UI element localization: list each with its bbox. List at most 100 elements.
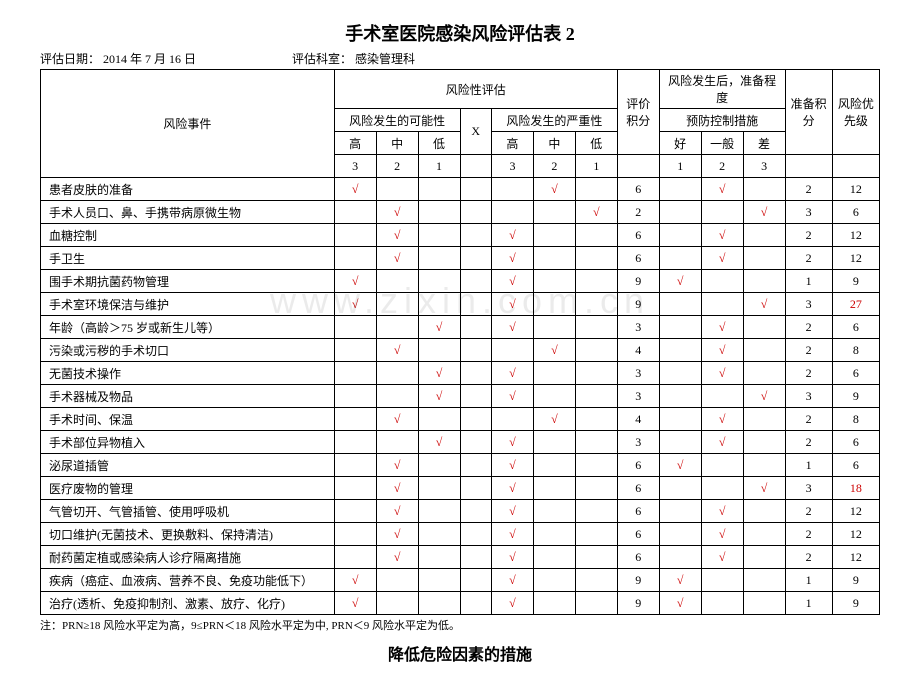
- cell-event: 手卫生: [41, 247, 335, 270]
- cell-s: [533, 385, 575, 408]
- hdr-p-high: 高: [334, 132, 376, 155]
- cell-es: 9: [617, 592, 659, 615]
- cell-p: [376, 569, 418, 592]
- cell-c: √: [743, 385, 785, 408]
- table-row: 围手术期抗菌药物管理√√9√19: [41, 270, 880, 293]
- cell-c: [659, 293, 701, 316]
- cell-c: [743, 454, 785, 477]
- cell-c: [743, 592, 785, 615]
- cell-x: [460, 178, 491, 201]
- cell-event: 耐药菌定植或感染病人诊疗隔离措施: [41, 546, 335, 569]
- cell-c: [743, 408, 785, 431]
- hdr-s-low: 低: [575, 132, 617, 155]
- cell-x: [460, 408, 491, 431]
- cell-x: [460, 592, 491, 615]
- cell-event: 污染或污秽的手术切口: [41, 339, 335, 362]
- cell-c: [743, 339, 785, 362]
- cell-c: [743, 500, 785, 523]
- cell-p: [334, 316, 376, 339]
- cell-c: [659, 523, 701, 546]
- hdr-p2: 2: [376, 155, 418, 178]
- cell-s: √: [491, 477, 533, 500]
- cell-s: [575, 431, 617, 454]
- cell-c: √: [701, 362, 743, 385]
- cell-s: [575, 178, 617, 201]
- cell-c: √: [701, 224, 743, 247]
- hdr-prep-score: 准备积分: [785, 70, 832, 155]
- hdr-blank-x: [460, 155, 491, 178]
- cell-ps: 3: [785, 385, 832, 408]
- hdr-s-mid: 中: [533, 132, 575, 155]
- cell-pri: 27: [832, 293, 879, 316]
- cell-x: [460, 500, 491, 523]
- cell-p: [376, 385, 418, 408]
- cell-p: √: [334, 569, 376, 592]
- cell-x: [460, 270, 491, 293]
- cell-ps: 1: [785, 270, 832, 293]
- cell-p: [334, 500, 376, 523]
- cell-p: [334, 477, 376, 500]
- table-row: 手术人员口、鼻、手携带病原微生物√√2√36: [41, 201, 880, 224]
- cell-s: [575, 477, 617, 500]
- cell-c: [743, 316, 785, 339]
- cell-s: [533, 523, 575, 546]
- hdr-s2: 2: [533, 155, 575, 178]
- cell-p: [334, 201, 376, 224]
- hdr-eval-score: 评价积分: [617, 70, 659, 155]
- cell-s: [575, 569, 617, 592]
- cell-event: 无菌技术操作: [41, 362, 335, 385]
- cell-p: [334, 247, 376, 270]
- cell-p: √: [376, 500, 418, 523]
- cell-p: [334, 385, 376, 408]
- cell-p: [418, 569, 460, 592]
- cell-event: 年龄（高龄＞75 岁或新生儿等）: [41, 316, 335, 339]
- cell-c: √: [701, 500, 743, 523]
- cell-x: [460, 454, 491, 477]
- cell-c: [743, 362, 785, 385]
- cell-c: √: [701, 178, 743, 201]
- cell-s: √: [575, 201, 617, 224]
- cell-x: [460, 316, 491, 339]
- cell-c: [743, 224, 785, 247]
- cell-s: √: [491, 546, 533, 569]
- cell-p: [334, 362, 376, 385]
- table-row: 切口维护(无菌技术、更换敷料、保持清洁)√√6√212: [41, 523, 880, 546]
- cell-p: [418, 454, 460, 477]
- hdr-s3: 3: [491, 155, 533, 178]
- cell-es: 6: [617, 178, 659, 201]
- meta-row: 评估日期： 2014 年 7 月 16 日 评估科室： 感染管理科: [40, 50, 880, 67]
- table-row: 耐药菌定植或感染病人诊疗隔离措施√√6√212: [41, 546, 880, 569]
- hdr-c1: 1: [659, 155, 701, 178]
- hdr-priority: 风险优先级: [832, 70, 879, 155]
- cell-s: [575, 592, 617, 615]
- cell-x: [460, 339, 491, 362]
- cell-ps: 1: [785, 569, 832, 592]
- cell-ps: 2: [785, 500, 832, 523]
- cell-s: [575, 500, 617, 523]
- cell-x: [460, 385, 491, 408]
- cell-c: √: [659, 569, 701, 592]
- hdr-c-normal: 一般: [701, 132, 743, 155]
- cell-event: 治疗(透析、免疫抑制剂、激素、放疗、化疗): [41, 592, 335, 615]
- cell-pri: 18: [832, 477, 879, 500]
- cell-s: [575, 224, 617, 247]
- cell-s: [533, 454, 575, 477]
- cell-s: [491, 201, 533, 224]
- cell-p: [418, 477, 460, 500]
- cell-event: 手术部位异物植入: [41, 431, 335, 454]
- cell-x: [460, 546, 491, 569]
- cell-ps: 3: [785, 293, 832, 316]
- cell-pri: 8: [832, 339, 879, 362]
- cell-ps: 3: [785, 477, 832, 500]
- cell-x: [460, 293, 491, 316]
- cell-p: √: [376, 247, 418, 270]
- risk-table: 风险事件 风险性评估 评价积分 风险发生后，准备程度 准备积分 风险优先级 风险…: [40, 69, 880, 615]
- cell-s: [533, 500, 575, 523]
- table-row: 手术器械及物品√√3√39: [41, 385, 880, 408]
- hdr-p-low: 低: [418, 132, 460, 155]
- cell-c: [743, 546, 785, 569]
- cell-p: [376, 362, 418, 385]
- cell-pri: 9: [832, 385, 879, 408]
- cell-c: [743, 569, 785, 592]
- hdr-afterward: 风险发生后，准备程度: [659, 70, 785, 109]
